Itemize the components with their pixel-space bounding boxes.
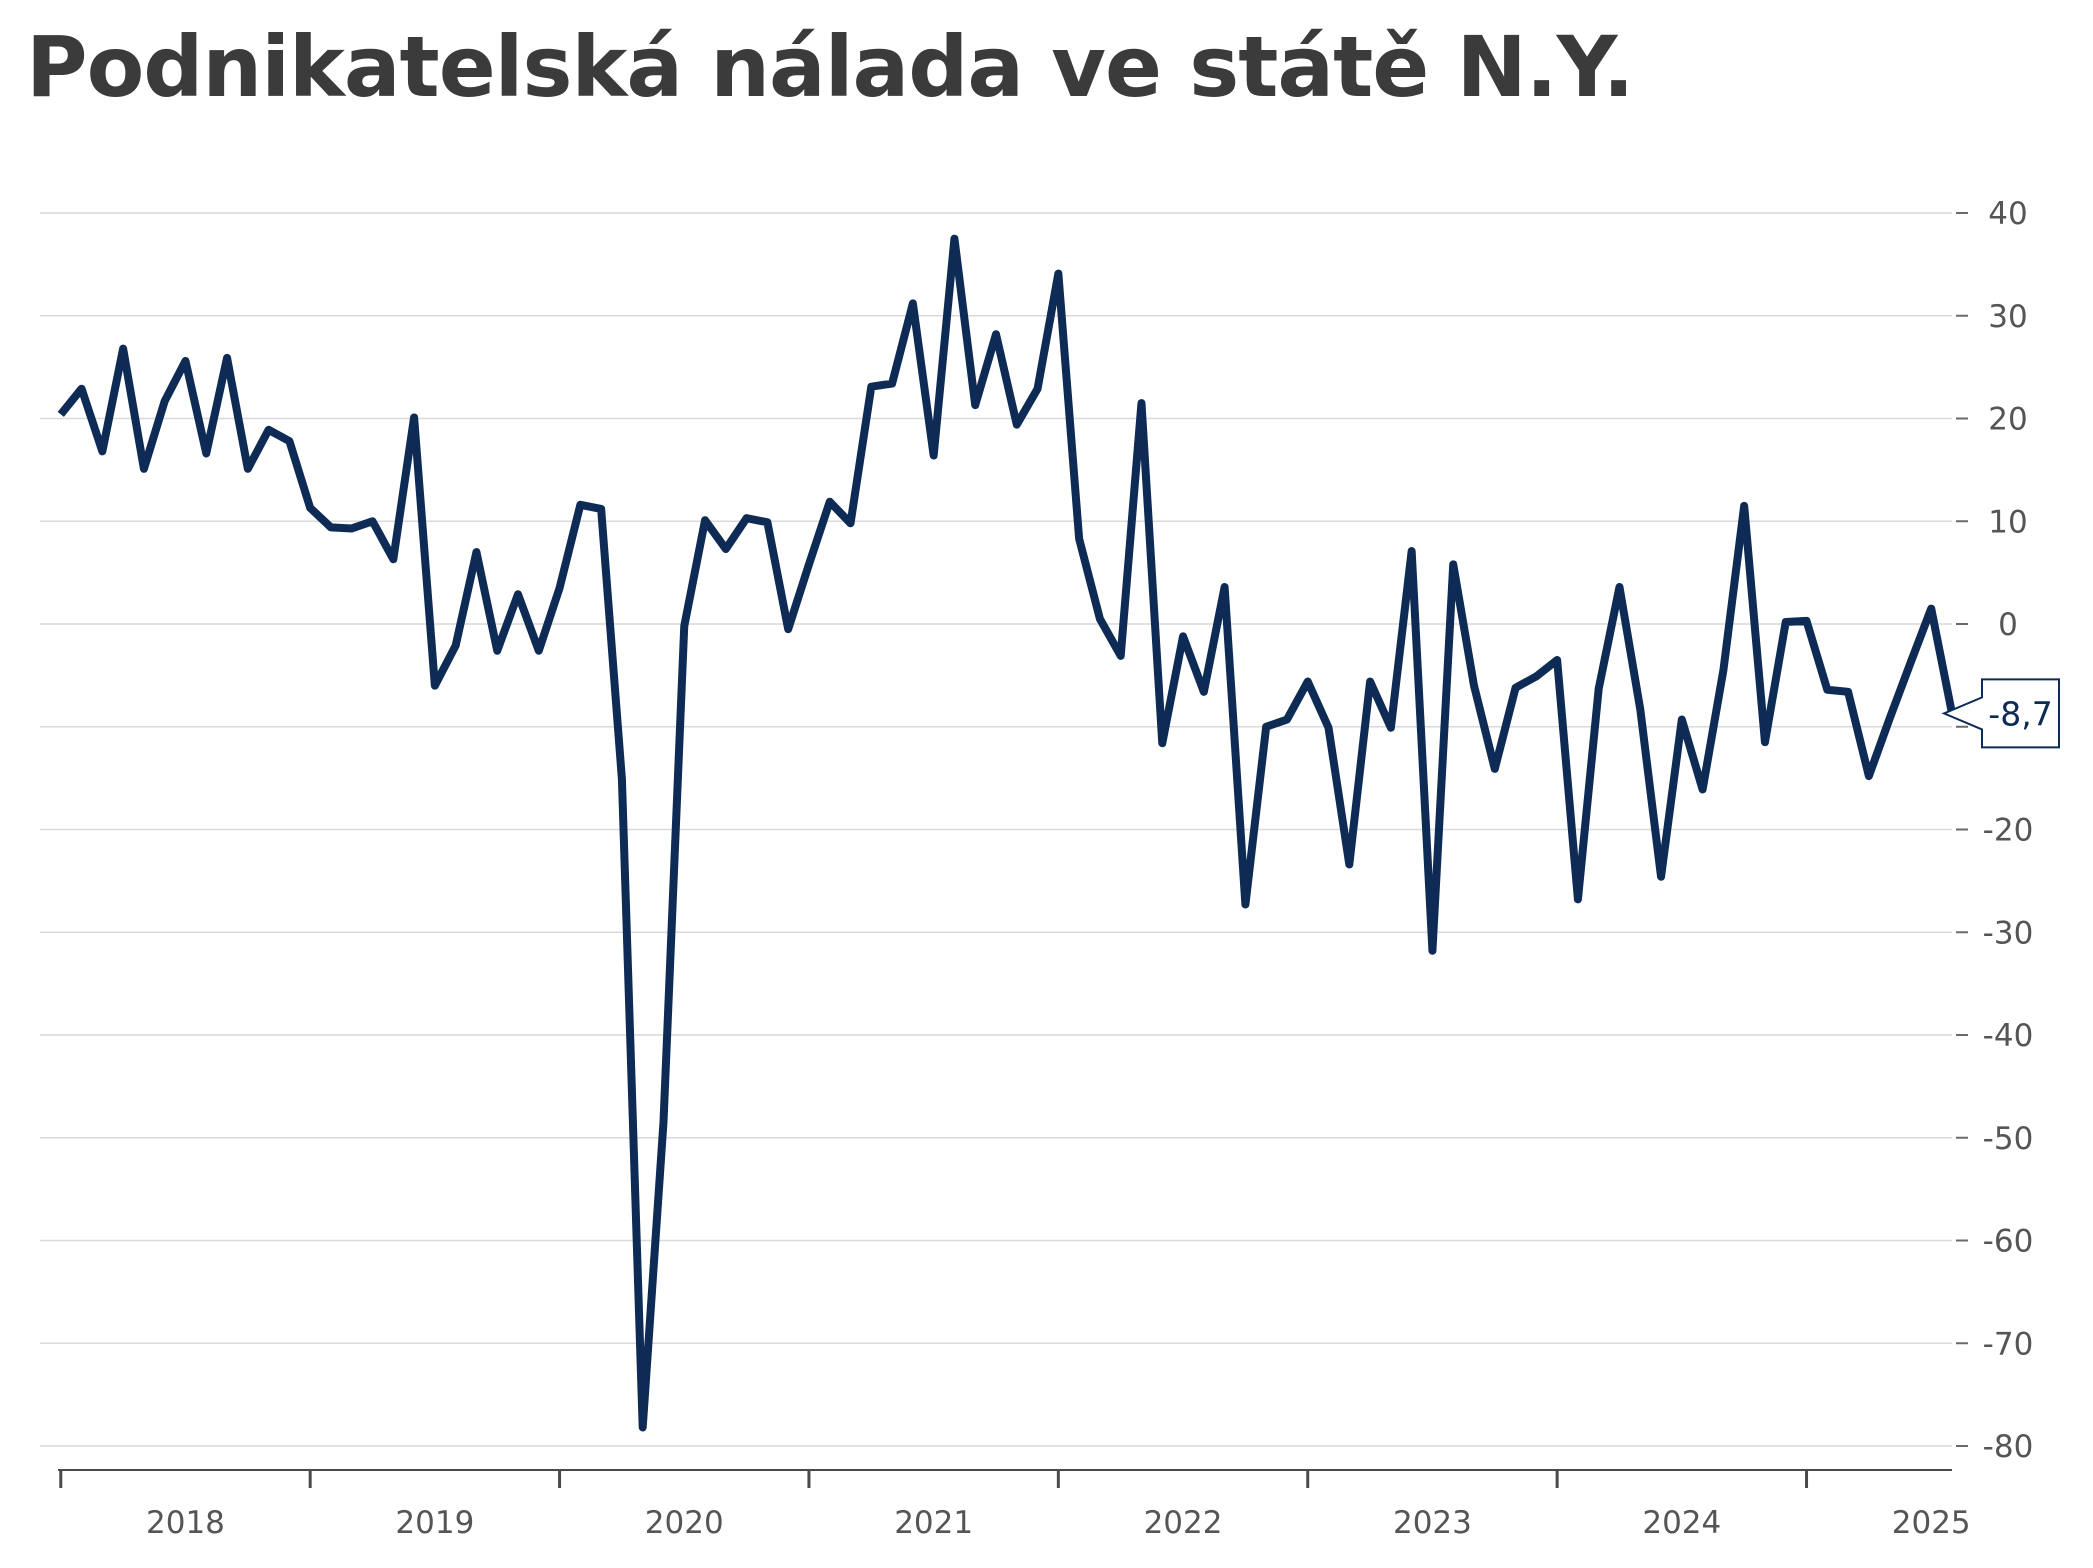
chart-title: Podnikatelská nálada ve státě N.Y. xyxy=(26,18,1634,116)
y-tick-label: 10 xyxy=(1988,504,2027,540)
y-tick-label: 30 xyxy=(1988,299,2027,335)
x-tick-label: 2025 xyxy=(1892,1505,1971,1541)
x-tick-label: 2020 xyxy=(645,1505,724,1541)
y-tick-label: -80 xyxy=(1983,1429,2034,1465)
x-tick-label: 2021 xyxy=(894,1505,973,1541)
x-tick-label: 2019 xyxy=(395,1505,474,1541)
x-tick-label: 2024 xyxy=(1642,1505,1721,1541)
y-tick-label: 40 xyxy=(1988,196,2027,232)
y-tick-label: -60 xyxy=(1983,1224,2034,1260)
callout-box xyxy=(1941,678,2060,749)
gridlines xyxy=(40,212,1952,1447)
x-tick-label: 2022 xyxy=(1144,1505,1223,1541)
y-tick-label: -30 xyxy=(1983,915,2034,951)
series-layer xyxy=(57,234,1956,1432)
y-tick-label: -70 xyxy=(1983,1326,2034,1362)
y-axis: 40 30 20 10 0 -20 -30 -40 -50 -60 -70 -80 xyxy=(1956,196,2033,1465)
last-value-label: -8,7 xyxy=(1988,694,2052,733)
x-tick-label: 2023 xyxy=(1393,1505,1472,1541)
y-tick-label: -20 xyxy=(1983,813,2034,849)
x-axis: 2018 2019 2020 2021 2022 2023 2024 2025 xyxy=(58,1469,1971,1541)
y-tick-label: 20 xyxy=(1988,402,2027,438)
y-tick-label: -50 xyxy=(1983,1121,2034,1157)
series-line xyxy=(57,234,1956,1432)
x-tick-label: 2018 xyxy=(146,1505,225,1541)
last-value-callout: -8,7 xyxy=(1941,678,2060,749)
y-tick-label: 0 xyxy=(1998,607,2018,643)
y-tick-label: -40 xyxy=(1983,1018,2034,1054)
